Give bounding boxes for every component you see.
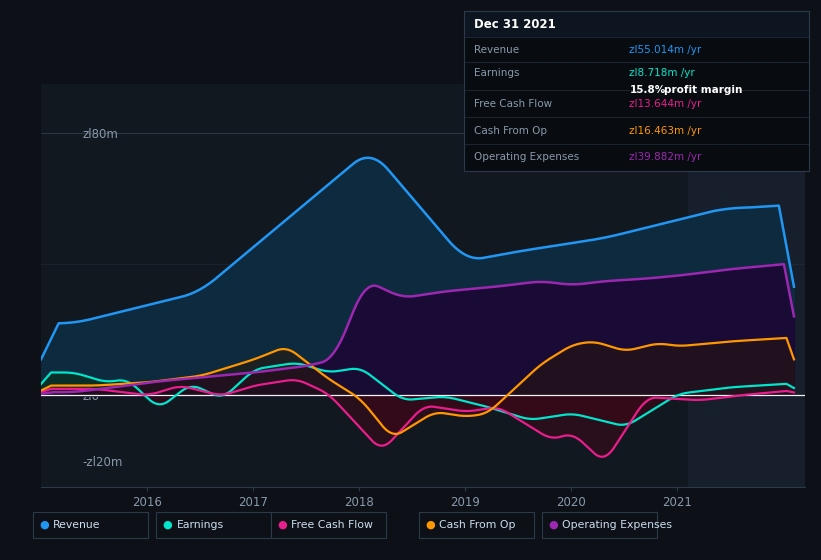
Text: Revenue: Revenue: [475, 44, 520, 54]
Bar: [688, 84, 805, 487]
Text: Free Cash Flow: Free Cash Flow: [475, 99, 553, 109]
Text: ●: ●: [39, 520, 49, 530]
Text: ●: ●: [163, 520, 172, 530]
Text: 15.8%: 15.8%: [630, 85, 666, 95]
Text: zl39.882m /yr: zl39.882m /yr: [630, 152, 702, 162]
Text: zl16.463m /yr: zl16.463m /yr: [630, 126, 702, 136]
Text: ●: ●: [277, 520, 287, 530]
Text: ●: ●: [548, 520, 558, 530]
Text: zl13.644m /yr: zl13.644m /yr: [630, 99, 702, 109]
Bar: [464, 11, 809, 37]
Text: Revenue: Revenue: [53, 520, 101, 530]
Text: Operating Expenses: Operating Expenses: [562, 520, 672, 530]
Text: Earnings: Earnings: [177, 520, 223, 530]
Text: Earnings: Earnings: [475, 68, 520, 78]
Text: zl55.014m /yr: zl55.014m /yr: [630, 44, 702, 54]
Text: Cash From Op: Cash From Op: [475, 126, 548, 136]
Text: Cash From Op: Cash From Op: [439, 520, 516, 530]
Text: profit margin: profit margin: [664, 85, 742, 95]
Text: Dec 31 2021: Dec 31 2021: [475, 18, 556, 31]
Text: Operating Expenses: Operating Expenses: [475, 152, 580, 162]
Text: zl8.718m /yr: zl8.718m /yr: [630, 68, 695, 78]
Text: Free Cash Flow: Free Cash Flow: [291, 520, 374, 530]
Text: ●: ●: [425, 520, 435, 530]
